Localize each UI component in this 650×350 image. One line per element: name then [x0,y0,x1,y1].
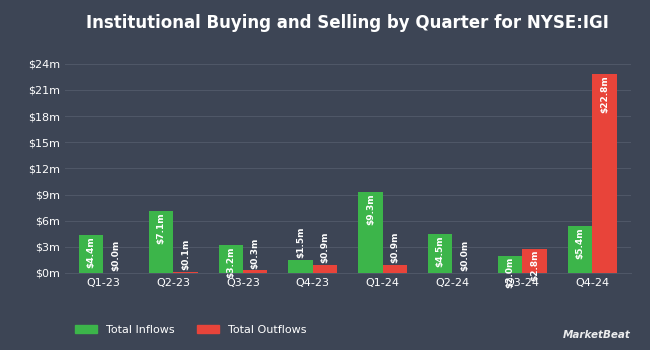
Text: $5.4m: $5.4m [575,227,584,259]
Text: $22.8m: $22.8m [600,76,609,113]
Bar [149,211,173,273]
Bar [243,271,267,273]
Text: MarketBeat: MarketBeat [563,329,630,340]
Bar [173,272,198,273]
Text: $2.8m: $2.8m [530,250,539,281]
Bar [218,245,243,273]
Bar [289,260,313,273]
Bar [358,192,383,273]
Text: $3.2m: $3.2m [226,246,235,278]
Text: $0.0m: $0.0m [111,240,120,271]
Bar [523,248,547,273]
Bar [567,226,592,273]
Bar [79,234,103,273]
Text: $0.0m: $0.0m [460,240,469,271]
Text: $2.0m: $2.0m [506,257,515,288]
Text: $0.1m: $0.1m [181,239,190,271]
Bar [592,74,617,273]
Bar [428,234,452,273]
Bar [498,256,523,273]
Text: $4.5m: $4.5m [436,235,445,267]
Text: $9.3m: $9.3m [366,193,375,225]
Title: Institutional Buying and Selling by Quarter for NYSE:IGI: Institutional Buying and Selling by Quar… [86,14,609,32]
Bar [383,265,407,273]
Text: $7.1m: $7.1m [157,212,166,244]
Text: $4.4m: $4.4m [86,236,96,268]
Text: $0.9m: $0.9m [320,232,330,264]
Bar [313,265,337,273]
Text: $0.9m: $0.9m [391,232,399,264]
Legend: Total Inflows, Total Outflows: Total Inflows, Total Outflows [71,320,311,339]
Text: $1.5m: $1.5m [296,227,305,258]
Text: $0.3m: $0.3m [251,237,260,269]
